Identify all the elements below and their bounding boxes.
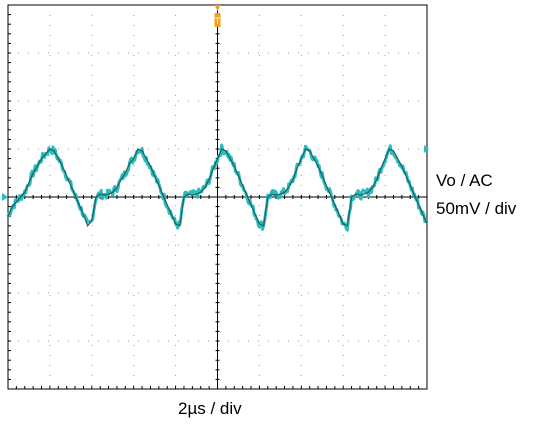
channel-label: Vo / AC — [436, 171, 493, 190]
markers: T — [2, 5, 429, 201]
offscreen-marker — [424, 145, 429, 153]
trigger-tag — [214, 13, 221, 27]
trigger-marker: T — [214, 5, 221, 27]
trigger-arrow — [214, 5, 221, 11]
time-scale-label: 2µs / div — [178, 399, 242, 418]
channel-scale-label: 50mV / div — [436, 199, 517, 218]
ground-level-marker — [2, 193, 8, 201]
graticule — [7, 4, 428, 390]
trigger-label: T — [215, 16, 221, 26]
ripple-waveform — [6, 143, 428, 232]
waveform-trace — [7, 148, 428, 227]
